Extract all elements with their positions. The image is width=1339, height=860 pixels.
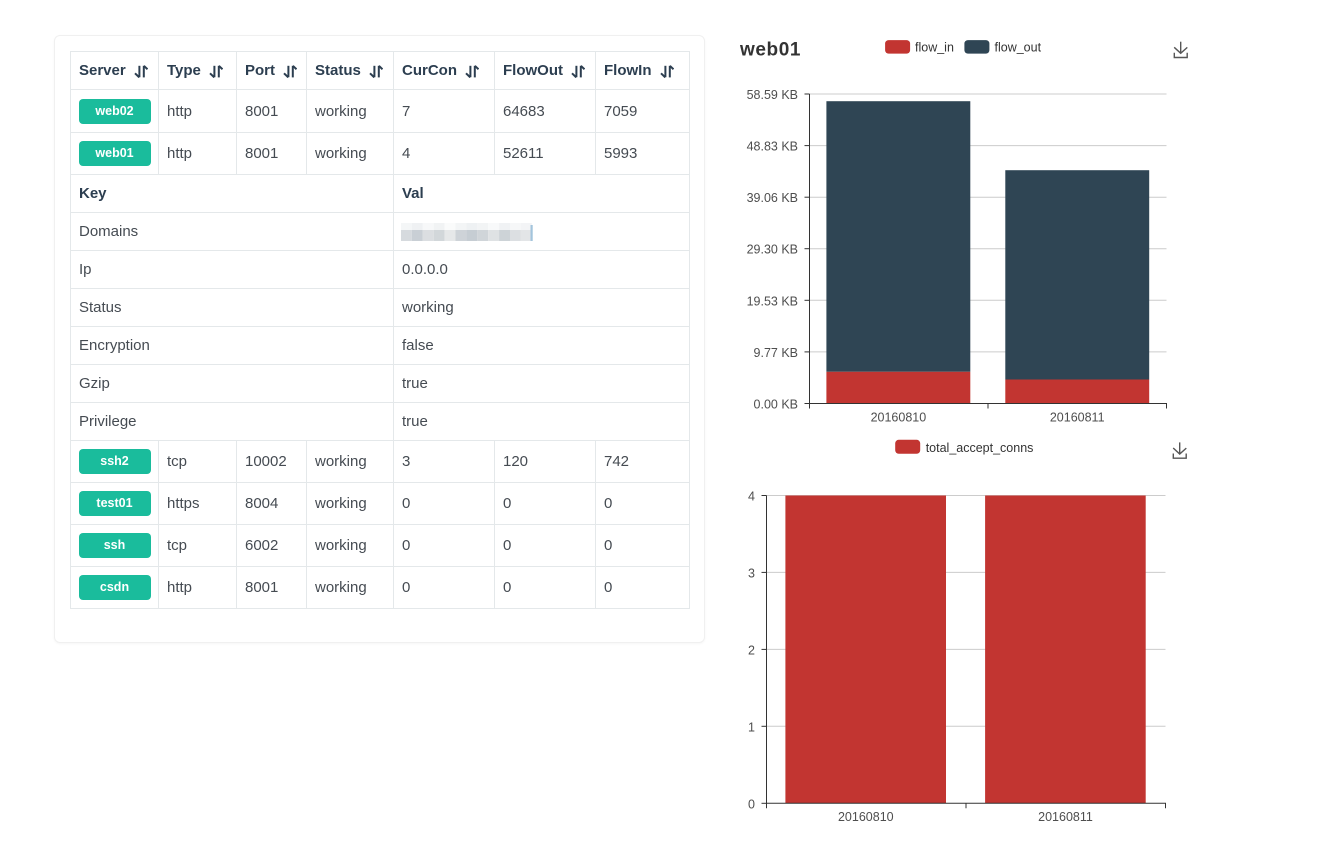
svg-text:0.00 KB: 0.00 KB bbox=[754, 398, 798, 412]
svg-text:2: 2 bbox=[748, 643, 755, 657]
svg-text:flow_in: flow_in bbox=[915, 41, 954, 55]
svg-text:total_accept_conns: total_accept_conns bbox=[926, 441, 1034, 455]
svg-text:20160811: 20160811 bbox=[1038, 810, 1093, 824]
svg-text:flow_out: flow_out bbox=[995, 41, 1042, 55]
svg-text:0: 0 bbox=[748, 797, 755, 811]
svg-text:20160811: 20160811 bbox=[1050, 411, 1105, 425]
svg-text:9.77 KB: 9.77 KB bbox=[754, 346, 798, 360]
svg-text:39.06 KB: 39.06 KB bbox=[747, 191, 798, 205]
svg-text:58.59 KB: 58.59 KB bbox=[747, 88, 798, 102]
svg-text:web01: web01 bbox=[739, 40, 801, 61]
svg-text:48.83 KB: 48.83 KB bbox=[747, 140, 798, 154]
svg-text:20160810: 20160810 bbox=[871, 411, 927, 425]
svg-text:1: 1 bbox=[748, 720, 755, 734]
svg-text:19.53 KB: 19.53 KB bbox=[747, 294, 798, 308]
svg-text:4: 4 bbox=[748, 490, 755, 504]
svg-text:3: 3 bbox=[748, 566, 755, 580]
svg-text:20160810: 20160810 bbox=[838, 810, 894, 824]
svg-text:29.30 KB: 29.30 KB bbox=[747, 243, 798, 257]
